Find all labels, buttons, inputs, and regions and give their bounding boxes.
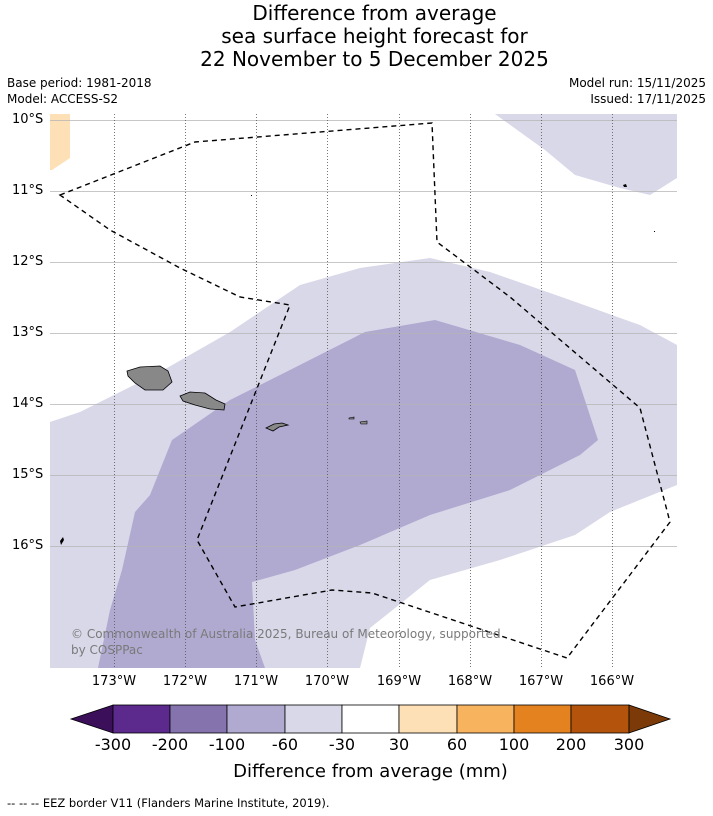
base-period: Base period: 1981-2018 xyxy=(7,76,152,90)
lon-label-173w: 173°W xyxy=(91,674,137,689)
lon-label-166w: 166°W xyxy=(589,674,635,689)
title-line-2: sea surface height forecast for xyxy=(221,24,528,48)
lon-label-167w: 167°W xyxy=(518,674,564,689)
anomaly-region-positive xyxy=(50,114,70,170)
lon-label-172w: 172°W xyxy=(162,674,208,689)
colorbar xyxy=(69,704,672,734)
eez-border-samoa xyxy=(58,122,671,659)
colorbar-tick-label: -60 xyxy=(271,735,299,754)
savaii-island xyxy=(126,365,173,391)
colorbar-segment-min xyxy=(69,704,114,734)
eez-legend-note: -- -- -- EEZ border V11 (Flanders Marine… xyxy=(7,796,330,810)
lat-label-13s: 13°S xyxy=(12,325,44,340)
longitude-gridlines xyxy=(114,114,613,668)
colorbar-segment-max xyxy=(628,704,672,734)
anomaly-region-light-ne xyxy=(495,114,677,195)
latitude-gridlines xyxy=(50,120,677,547)
lon-label-169w: 169°W xyxy=(376,674,422,689)
colorbar-segment-9 xyxy=(570,704,630,734)
colorbar-segment-1 xyxy=(112,704,171,734)
tutuila-island xyxy=(265,422,290,432)
colorbar-title: Difference from average (mm) xyxy=(233,761,508,782)
colorbar-tick-label: 300 xyxy=(613,735,645,754)
colorbar-tick-label: -100 xyxy=(208,735,246,754)
copyright-notice: © Commonwealth of Australia 2025, Bureau… xyxy=(71,626,501,658)
lon-label-170w: 170°W xyxy=(304,674,350,689)
colorbar-tick-label: 200 xyxy=(555,735,587,754)
lon-label-171w: 171°W xyxy=(233,674,279,689)
copyright-line-2: by COSPPac xyxy=(71,643,143,657)
colorbar-segment-7 xyxy=(456,704,515,734)
lat-label-14s: 14°S xyxy=(12,396,44,411)
issued-date: Issued: 17/11/2025 xyxy=(590,92,706,106)
lat-label-12s: 12°S xyxy=(12,254,44,269)
swains-island xyxy=(251,195,252,196)
tau-island xyxy=(359,420,368,425)
upolu-island xyxy=(179,391,226,411)
model-name: Model: ACCESS-S2 xyxy=(7,92,119,106)
colorbar-segment-2 xyxy=(169,704,228,734)
small-island-east xyxy=(654,231,655,232)
colorbar-segment-6 xyxy=(398,704,458,734)
meta-left: Base period: 1981-2018 Model: ACCESS-S2 xyxy=(7,75,152,107)
title-line-1: Difference from average xyxy=(252,1,497,25)
copyright-line-1: © Commonwealth of Australia 2025, Bureau… xyxy=(71,627,501,641)
colorbar-segment-5 xyxy=(341,704,400,734)
meta-right: Model run: 15/11/2025 Issued: 17/11/2025 xyxy=(569,75,706,107)
tokelau-island xyxy=(623,184,627,187)
lat-label-11s: 11°S xyxy=(12,183,44,198)
colorbar-tick-label: -200 xyxy=(151,735,189,754)
lat-label-10s: 10°S xyxy=(12,112,44,127)
colorbar-segment-4 xyxy=(284,704,343,734)
title-line-3: 22 November to 5 December 2025 xyxy=(200,47,549,71)
small-island-west xyxy=(60,537,64,545)
chart-title: Difference from average sea surface heig… xyxy=(0,2,713,71)
colorbar-segment-3 xyxy=(226,704,286,734)
colorbar-tick-label: 30 xyxy=(388,735,410,754)
colorbar-tick-label: 100 xyxy=(498,735,530,754)
colorbar-tick-label: -30 xyxy=(328,735,356,754)
colorbar-segment-8 xyxy=(513,704,572,734)
lat-label-15s: 15°S xyxy=(12,467,44,482)
model-run: Model run: 15/11/2025 xyxy=(568,76,706,90)
colorbar-tick-label: -300 xyxy=(94,735,132,754)
colorbar-tick-label: 60 xyxy=(446,735,468,754)
lat-label-16s: 16°S xyxy=(12,538,44,553)
ofu-olosega-island xyxy=(348,416,355,420)
lon-label-168w: 168°W xyxy=(447,674,493,689)
